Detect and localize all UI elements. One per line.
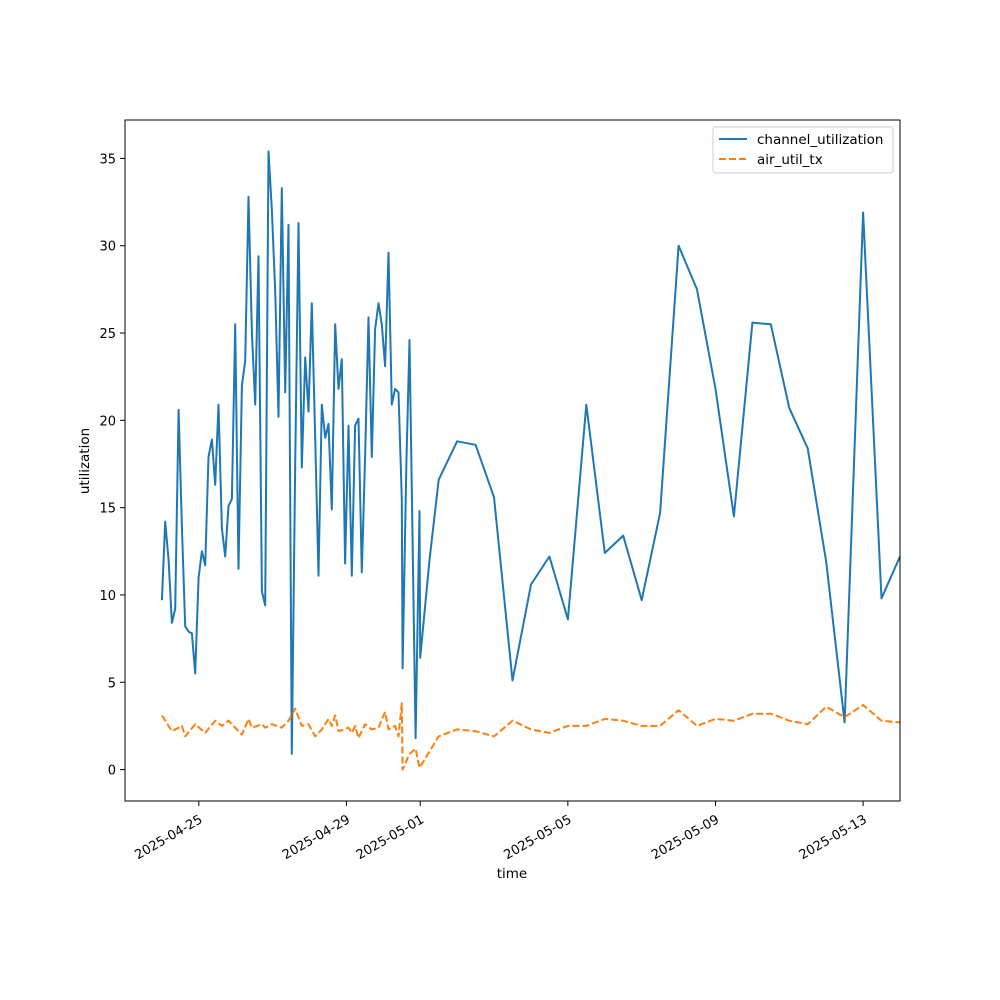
- y-tick-label: 35: [99, 152, 116, 167]
- legend-label-channel-utilization: channel_utilization: [757, 132, 884, 148]
- y-axis-label: utilization: [77, 428, 93, 494]
- legend-box: [712, 126, 894, 174]
- plot-frame: [124, 119, 901, 802]
- y-tick-label: 10: [99, 589, 116, 604]
- y-tick-label: 5: [108, 676, 116, 691]
- y-tick-label: 20: [99, 414, 116, 429]
- series-line-channel-utilization: [160, 150, 901, 755]
- series-line-air-util-tx: [161, 702, 901, 771]
- series-layer: [160, 150, 901, 771]
- x-axis-label: time: [497, 866, 528, 882]
- y-tick-label: 25: [99, 327, 116, 342]
- y-tick-label: 15: [99, 502, 116, 517]
- y-axis: 0 5 10 15 20 25 30 35: [99, 152, 125, 779]
- legend-label-air-util-tx: air_util_tx: [757, 152, 823, 168]
- legend: channel_utilization air_util_tx: [712, 126, 894, 174]
- y-tick-label: 30: [99, 240, 116, 255]
- y-tick-label: 0: [108, 764, 116, 779]
